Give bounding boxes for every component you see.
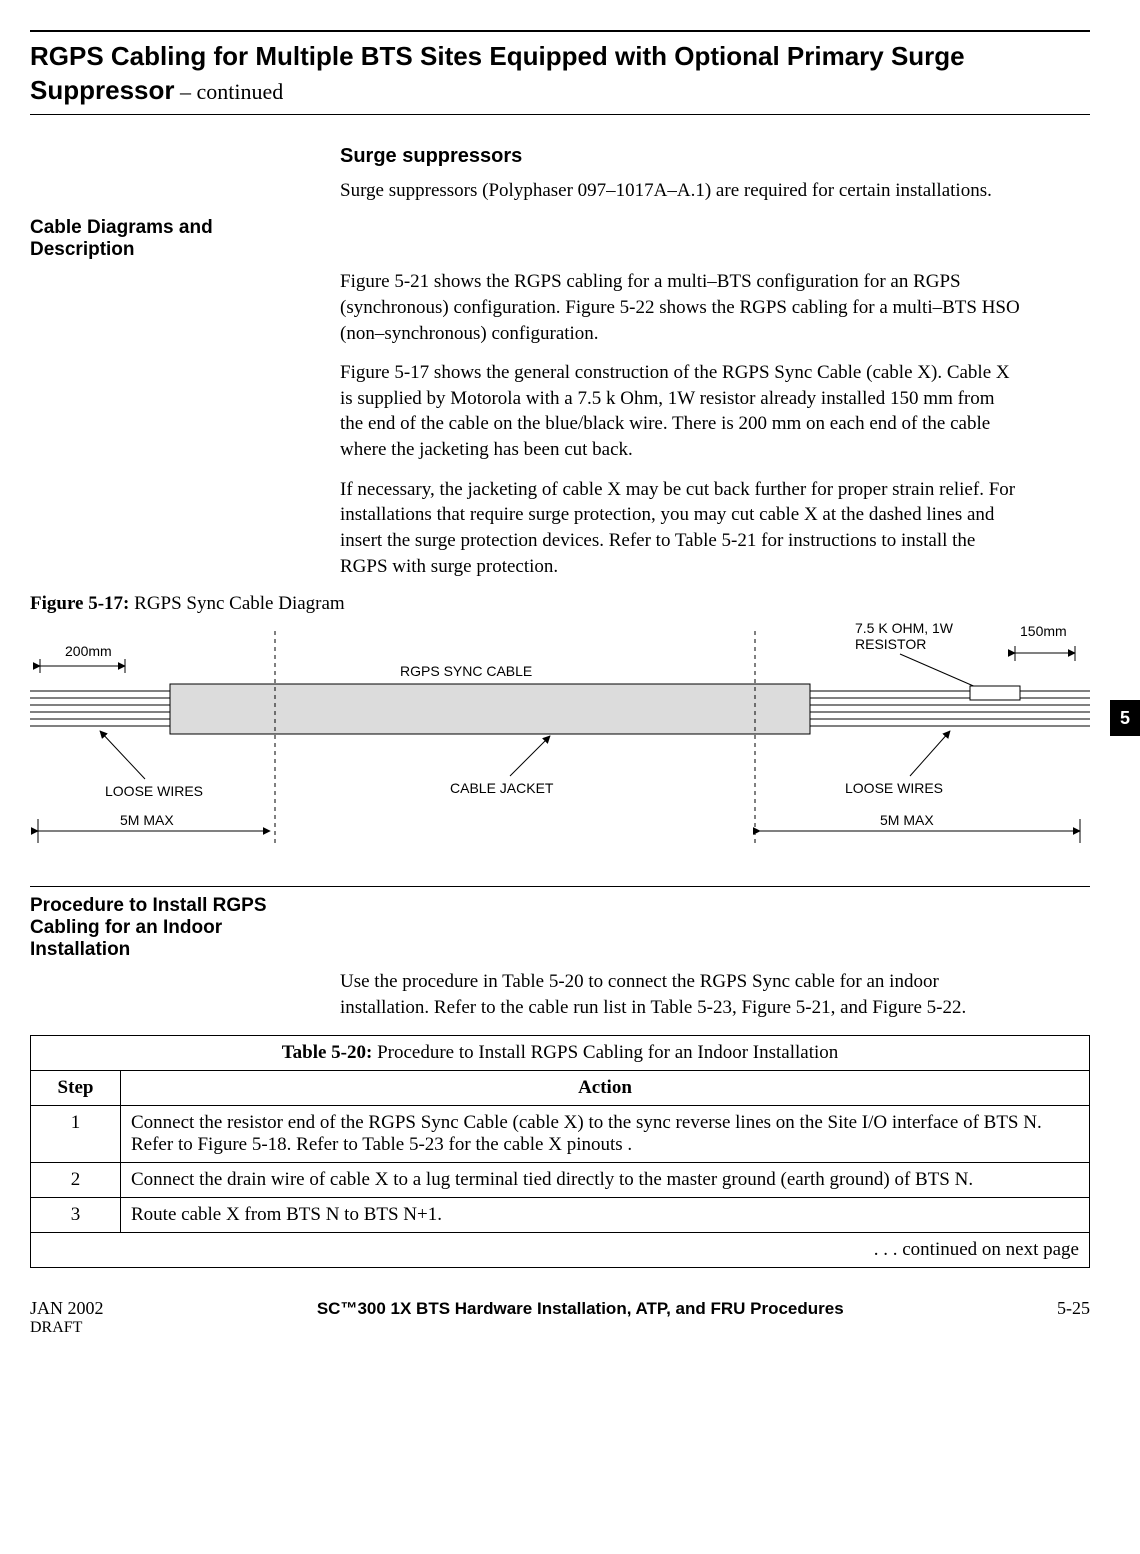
- col-action: Action: [121, 1070, 1090, 1105]
- page-title: RGPS Cabling for Multiple BTS Sites Equi…: [30, 40, 1090, 108]
- section-rule: [30, 886, 1090, 887]
- resistor-label-2: RESISTOR: [855, 636, 926, 652]
- cable-jacket-label: CABLE JACKET: [450, 780, 554, 796]
- action-cell: Route cable X from BTS N to BTS N+1.: [121, 1197, 1090, 1232]
- resistor-label-1: 7.5 K OHM, 1W: [855, 621, 954, 636]
- page-footer: JAN 2002 SC™300 1X BTS Hardware Installa…: [30, 1298, 1090, 1319]
- five-m-right: 5M MAX: [880, 812, 934, 828]
- surge-para: Surge suppressors (Polyphaser 097–1017A–…: [340, 178, 1020, 204]
- draft-watermark: DRAFT: [30, 1319, 1090, 1337]
- dim-200mm: 200mm: [65, 643, 112, 659]
- table-caption-bold: Table 5-20:: [282, 1042, 373, 1063]
- step-cell: 3: [31, 1197, 121, 1232]
- cablediag-p2: Figure 5-17 shows the general constructi…: [340, 360, 1020, 463]
- title-bottom-rule: [30, 114, 1090, 115]
- footer-date: JAN 2002: [30, 1298, 104, 1319]
- footer-pagenum: 5-25: [1057, 1298, 1090, 1319]
- figure-label-bold: Figure 5-17:: [30, 593, 129, 614]
- cable-diagram-svg: 200mm 150mm 7.5 K OHM, 1W RESISTOR RGPS …: [30, 621, 1090, 871]
- loose-wires-right: LOOSE WIRES: [845, 780, 943, 796]
- col-step: Step: [31, 1070, 121, 1105]
- step-cell: 2: [31, 1162, 121, 1197]
- cable-diagram: 200mm 150mm 7.5 K OHM, 1W RESISTOR RGPS …: [30, 621, 1090, 876]
- table-row: 1 Connect the resistor end of the RGPS S…: [31, 1105, 1090, 1162]
- action-cell: Connect the resistor end of the RGPS Syn…: [121, 1105, 1090, 1162]
- action-cell: Connect the drain wire of cable X to a l…: [121, 1162, 1090, 1197]
- header-top-rule: [30, 30, 1090, 32]
- table-caption-rest: Procedure to Install RGPS Cabling for an…: [372, 1042, 838, 1063]
- title-continued: – continued: [175, 79, 284, 104]
- table-caption: Table 5-20: Procedure to Install RGPS Ca…: [31, 1035, 1090, 1070]
- loose-wires-left: LOOSE WIRES: [105, 783, 203, 799]
- table-row: 3 Route cable X from BTS N to BTS N+1.: [31, 1197, 1090, 1232]
- sync-cable-label: RGPS SYNC CABLE: [400, 663, 532, 679]
- continued-cell: . . . continued on next page: [31, 1232, 1090, 1267]
- surge-heading: Surge suppressors: [340, 145, 1020, 168]
- procedure-table: Table 5-20: Procedure to Install RGPS Ca…: [30, 1035, 1090, 1268]
- procedure-heading: Procedure to Install RGPS Cabling for an…: [30, 895, 310, 961]
- chapter-tab: 5: [1110, 700, 1140, 736]
- figure-label-rest: RGPS Sync Cable Diagram: [129, 593, 344, 614]
- footer-title: SC™300 1X BTS Hardware Installation, ATP…: [104, 1299, 1057, 1319]
- cable-diagrams-heading: Cable Diagrams and Description: [30, 217, 290, 261]
- title-main: RGPS Cabling for Multiple BTS Sites Equi…: [30, 41, 965, 105]
- figure-caption: Figure 5-17: RGPS Sync Cable Diagram: [30, 593, 1090, 615]
- cablediag-p1: Figure 5-21 shows the RGPS cabling for a…: [340, 269, 1020, 346]
- cablediag-p3: If necessary, the jacketing of cable X m…: [340, 477, 1020, 580]
- step-cell: 1: [31, 1105, 121, 1162]
- five-m-left: 5M MAX: [120, 812, 174, 828]
- procedure-intro: Use the procedure in Table 5-20 to conne…: [340, 969, 1020, 1020]
- table-row: 2 Connect the drain wire of cable X to a…: [31, 1162, 1090, 1197]
- dim-150mm: 150mm: [1020, 623, 1067, 639]
